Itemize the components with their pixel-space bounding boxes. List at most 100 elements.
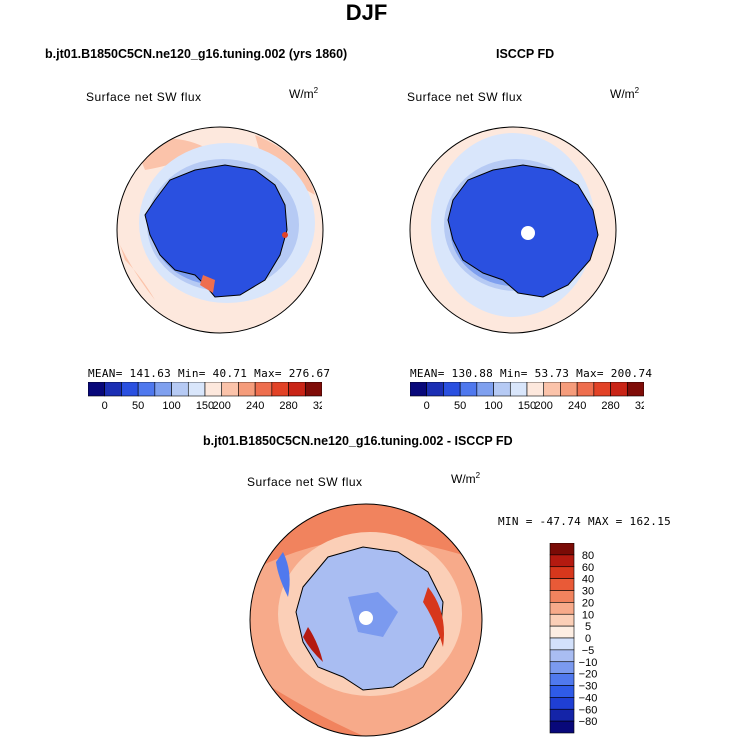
colorbar-tick-label: −80: [579, 716, 598, 728]
colorbar-tick-label: 240: [246, 400, 264, 412]
colorbar-tick-label: 150: [518, 400, 536, 412]
colorbar-box: [549, 578, 575, 591]
colorbar-tick-label: −60: [579, 704, 598, 716]
colorbar-box: [88, 382, 106, 397]
colorbar-box: [493, 382, 511, 397]
panel3-pole-hole: [359, 611, 373, 625]
colorbar-box: [154, 382, 172, 397]
panel3-map-border: [249, 503, 483, 737]
colorbar-box: [459, 382, 478, 397]
panel1-units: W/m2: [289, 86, 319, 101]
colorbar-box: [443, 382, 461, 397]
colorbar-tick-label: −30: [579, 681, 598, 693]
panel3-cool-patch: [348, 592, 398, 637]
colorbar-box: [254, 382, 273, 397]
panel1-antarctica: [144, 164, 288, 298]
colorbar-tick-label: 100: [484, 400, 502, 412]
colorbar-box: [549, 685, 575, 698]
colorbar-tick-label: 240: [568, 400, 586, 412]
colorbar-box: [549, 661, 575, 674]
panel3-variable-label: Surface net SW flux: [247, 475, 363, 489]
colorbar-box: [121, 382, 139, 397]
colorbar-box: [560, 382, 578, 397]
colorbar-box: [549, 637, 575, 651]
colorbar-tick-label: 200: [535, 400, 553, 412]
panel3-stats: MIN = -47.74 MAX = 162.15: [498, 515, 672, 528]
colorbar-tick-label: 0: [424, 400, 430, 412]
colorbar-box: [549, 673, 575, 686]
colorbar-box: [238, 382, 256, 397]
panel1-hotspot: [282, 232, 288, 238]
colorbar-box: [549, 708, 575, 722]
figure-title: DJF: [345, 0, 388, 25]
colorbar-box: [549, 590, 575, 603]
colorbar-box: [576, 382, 595, 397]
panel1-warm-patch: [120, 245, 155, 300]
colorbar-box: [549, 625, 575, 639]
colorbar-tick-label: 20: [582, 597, 594, 609]
colorbar-tick-label: 0: [102, 400, 108, 412]
colorbar-box: [549, 613, 575, 627]
colorbar-box: [304, 382, 322, 397]
panel3-hot-edge: [423, 587, 444, 647]
colorbar-tick-label: 0: [585, 633, 591, 645]
colorbar-box: [509, 382, 528, 397]
colorbar-tick-label: 200: [213, 400, 231, 412]
colorbar-box: [171, 382, 189, 397]
colorbar-tick-label: 320: [635, 400, 644, 412]
colorbar-tick-label: 40: [582, 574, 594, 586]
colorbar-tick-label: −5: [582, 645, 595, 657]
colorbar-box: [549, 649, 575, 663]
colorbar-tick-label: 320: [313, 400, 322, 412]
panel3-polar-map: [249, 503, 483, 737]
colorbar-box: [271, 382, 289, 397]
colorbar-tick-label: 100: [162, 400, 180, 412]
panel3-units: W/m2: [451, 471, 481, 486]
colorbar-tick-label: 30: [582, 586, 594, 598]
panel3-hot-edge: [303, 627, 323, 662]
colorbar-box: [549, 602, 575, 615]
panel3-title: b.jt01.B1850C5CN.ne120_g16.tuning.002 - …: [203, 434, 513, 448]
panel3-cool-edge: [276, 552, 290, 597]
panel1-polar-map: [116, 126, 324, 334]
colorbar-box: [426, 382, 444, 397]
panel1-stats: MEAN= 141.63 Min= 40.71 Max= 276.67: [88, 367, 331, 380]
panel1-ross-hotspot: [200, 275, 215, 293]
colorbar-box: [187, 382, 206, 397]
panel2-title: ISCCP FD: [496, 47, 555, 61]
colorbar-box: [476, 382, 494, 397]
colorbar-tick-label: 80: [582, 550, 594, 562]
colorbar-box: [549, 543, 575, 556]
colorbar-tick-label: −40: [579, 692, 598, 704]
colorbar-tick-label: 5: [585, 621, 591, 633]
panel1-map-border: [116, 126, 324, 334]
colorbar-box: [593, 382, 611, 397]
panel1-variable-label: Surface net SW flux: [86, 90, 202, 104]
colorbar-tick-label: 280: [279, 400, 297, 412]
colorbar-tick-label: −10: [579, 657, 598, 669]
panel2-variable-label: Surface net SW flux: [407, 90, 523, 104]
colorbar-tick-label: 150: [196, 400, 214, 412]
colorbar-box: [549, 554, 575, 568]
colorbar-tick-label: 50: [454, 400, 466, 412]
colorbar-box: [526, 382, 545, 397]
colorbar-tick-label: 10: [582, 609, 594, 621]
panel1-title: b.jt01.B1850C5CN.ne120_g16.tuning.002 (y…: [45, 47, 348, 61]
colorbar-box: [104, 382, 122, 397]
colorbar-tick-label: 60: [582, 562, 594, 574]
colorbar-box: [543, 382, 561, 397]
colorbar-tick-label: −20: [579, 669, 598, 681]
panel2-units: W/m2: [610, 86, 640, 101]
colorbar-box: [610, 382, 628, 397]
panel2-map-border: [409, 126, 617, 334]
colorbar-box: [137, 382, 156, 397]
panel2-polar-map: [409, 126, 617, 334]
colorbar-tick-label: 50: [132, 400, 144, 412]
colorbar-box: [221, 382, 239, 397]
colorbar-box: [626, 382, 644, 397]
colorbar-box: [204, 382, 223, 397]
colorbar-box: [410, 382, 428, 397]
